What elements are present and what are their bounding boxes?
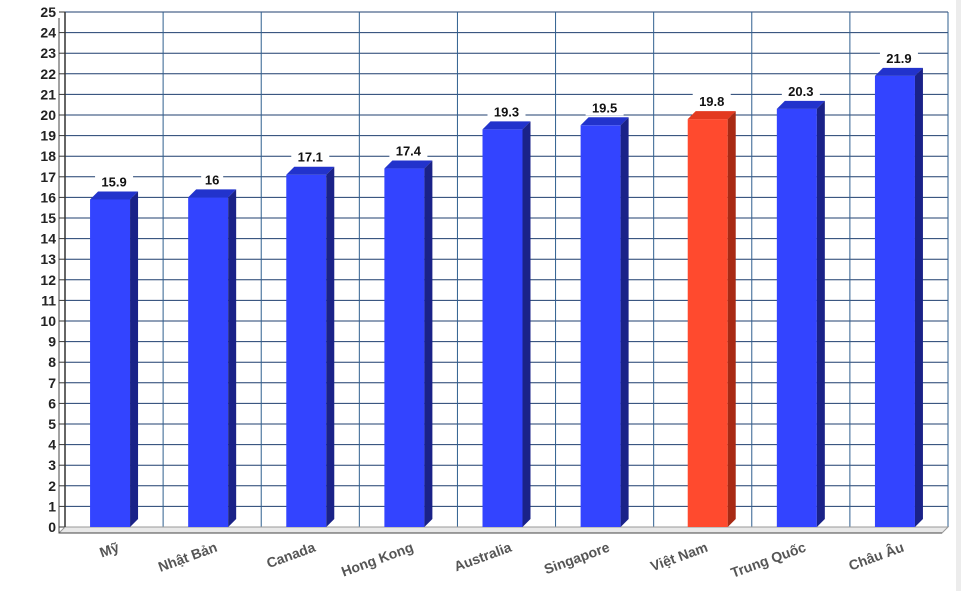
y-tick-label: 2 xyxy=(48,478,56,494)
bar-top xyxy=(188,189,237,198)
y-tick-label: 4 xyxy=(48,437,56,453)
y-tick-label: 25 xyxy=(40,4,56,20)
bar xyxy=(776,100,825,527)
bar-top xyxy=(580,117,629,126)
y-tick-label: 8 xyxy=(48,354,56,370)
bar-front xyxy=(90,199,131,527)
x-tick-label: Australia xyxy=(452,539,514,575)
y-tick-label: 21 xyxy=(40,86,56,102)
x-tick-label: Châu Âu xyxy=(846,538,906,574)
x-tick-label: Nhật Bản xyxy=(156,539,219,575)
bar-side xyxy=(914,67,923,528)
data-label: 20.3 xyxy=(788,84,813,99)
bar-side xyxy=(130,191,139,527)
plot-area: 0123456789101112131415161718192021222324… xyxy=(40,4,950,581)
y-tick-label: 22 xyxy=(40,66,56,82)
bar-side xyxy=(727,111,736,528)
data-label-background xyxy=(389,142,428,159)
bar-front xyxy=(188,197,229,527)
bar-top xyxy=(90,191,139,200)
data-label-background xyxy=(692,93,731,110)
y-tick-label: 6 xyxy=(48,395,56,411)
data-label-background xyxy=(879,49,918,66)
y-tick-label: 18 xyxy=(40,148,56,164)
bar xyxy=(482,121,531,528)
bar xyxy=(286,166,335,528)
data-label: 15.9 xyxy=(101,174,126,189)
y-tick-label: 3 xyxy=(48,457,56,473)
data-label: 17.4 xyxy=(396,144,422,159)
x-tick-label: Canada xyxy=(264,539,317,571)
bar-front xyxy=(776,108,817,527)
y-tick-label: 15 xyxy=(40,210,56,226)
x-tick-label: Việt Nam xyxy=(648,539,710,574)
data-label-background xyxy=(585,99,624,116)
data-label-background xyxy=(781,82,820,99)
data-label: 21.9 xyxy=(886,51,911,66)
bar-front xyxy=(687,119,728,528)
bar-top xyxy=(384,160,433,169)
bar-side xyxy=(228,189,237,527)
y-tick-label: 11 xyxy=(41,292,56,308)
y-tick-label: 23 xyxy=(40,45,56,61)
bar-front xyxy=(384,168,425,527)
x-tick-label: Singapore xyxy=(542,539,612,578)
bar xyxy=(90,191,139,527)
data-label: 19.8 xyxy=(699,94,724,109)
bar-top xyxy=(482,121,531,130)
y-tick-label: 14 xyxy=(40,231,56,247)
y-tick-label: 1 xyxy=(48,498,56,514)
y-tick-label: 16 xyxy=(40,189,56,205)
bar xyxy=(384,160,433,527)
bar-front xyxy=(482,129,523,528)
y-tick-label: 13 xyxy=(40,251,56,267)
y-tick-label: 24 xyxy=(40,25,56,41)
data-label: 17.1 xyxy=(298,150,323,165)
bar-front xyxy=(580,125,621,528)
bar-top xyxy=(776,100,825,109)
data-label-background xyxy=(95,173,134,190)
y-tick-label: 7 xyxy=(48,375,56,391)
data-label: 19.5 xyxy=(592,100,617,115)
data-label-background xyxy=(201,171,224,188)
bar xyxy=(580,117,629,528)
bar-side xyxy=(620,117,629,528)
x-tick-label: Hong Kong xyxy=(339,539,415,580)
y-tick-label: 0 xyxy=(48,519,56,535)
bar xyxy=(687,111,736,528)
y-tick-label: 12 xyxy=(40,272,56,288)
bar-front xyxy=(286,174,327,528)
bar xyxy=(188,189,237,527)
data-label-background xyxy=(487,103,526,120)
edge-strip xyxy=(956,0,961,591)
data-label-background xyxy=(291,148,330,165)
y-tick-label: 20 xyxy=(40,107,56,123)
x-tick-label: Trung Quốc xyxy=(729,539,808,581)
y-tick-label: 9 xyxy=(48,334,56,350)
bar-top xyxy=(286,166,335,175)
chart-floor xyxy=(57,526,950,534)
y-tick-label: 10 xyxy=(40,313,56,329)
bar-side xyxy=(424,160,433,527)
data-label: 16 xyxy=(205,172,219,187)
bar-top xyxy=(874,67,923,76)
y-tick-label: 17 xyxy=(40,169,56,185)
bar-side xyxy=(326,166,335,528)
bar-top xyxy=(687,111,736,120)
bar-side xyxy=(816,100,825,527)
bar-side xyxy=(522,121,531,528)
y-tick-label: 19 xyxy=(40,128,56,144)
bar-front xyxy=(874,75,915,528)
y-tick-label: 5 xyxy=(48,416,56,432)
data-label: 19.3 xyxy=(494,104,519,119)
bar xyxy=(874,67,923,528)
x-tick-label: Mỹ xyxy=(97,539,121,561)
